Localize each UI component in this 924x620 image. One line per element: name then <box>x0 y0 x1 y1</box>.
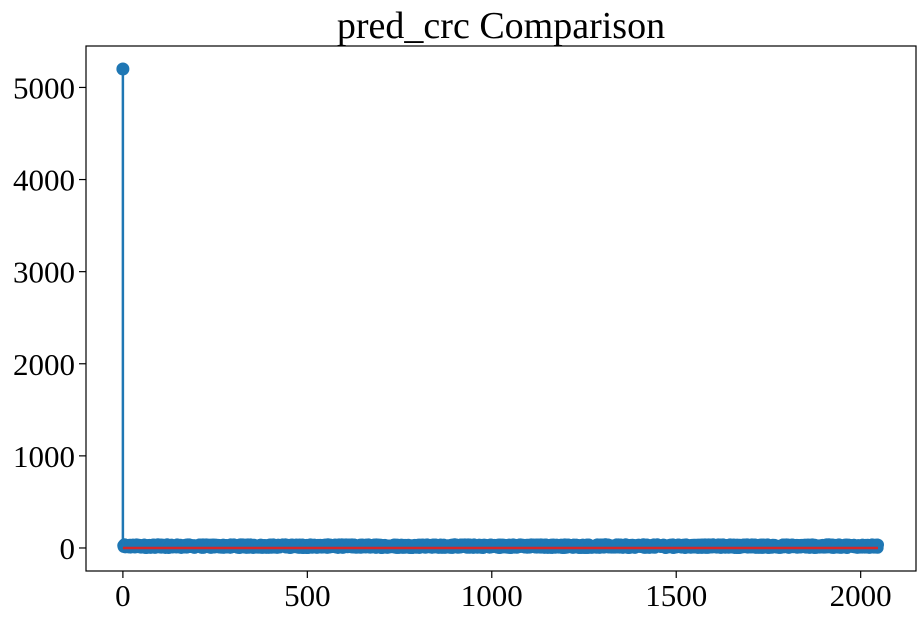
y-tick-label: 1000 <box>13 439 75 474</box>
y-tick-label: 3000 <box>13 255 75 290</box>
axes: 0 500 1000 1500 2000 0 1000 2000 3000 4000 5000 <box>13 45 917 613</box>
y-tick-label: 2000 <box>13 347 75 382</box>
x-tick-label: 500 <box>284 578 331 613</box>
plot-frame <box>85 45 917 572</box>
chart-title: pred_crc Comparison <box>337 5 665 47</box>
x-tick-label: 0 <box>115 578 131 613</box>
y-tick-label: 4000 <box>13 163 75 198</box>
stem-marker-peak <box>116 62 130 76</box>
y-tick-label: 0 <box>60 531 76 566</box>
x-tick-label: 1500 <box>645 578 707 613</box>
x-tick-label: 2000 <box>830 578 892 613</box>
y-tick-label: 5000 <box>13 70 75 105</box>
plot-area <box>116 62 885 554</box>
x-tick-label: 1000 <box>461 578 523 613</box>
